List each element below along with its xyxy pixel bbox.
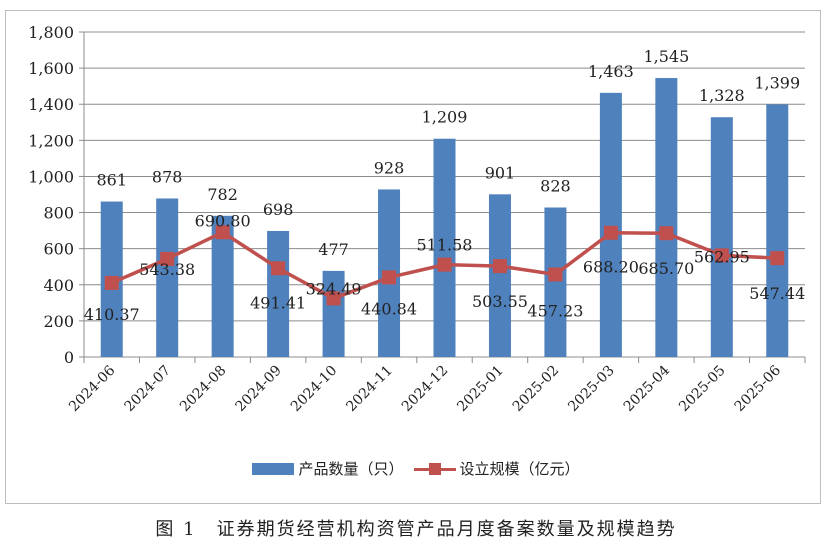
bar-data-label: 1,328 [699,86,745,105]
bar-data-label: 878 [152,167,183,186]
line-marker [271,261,286,276]
x-tick-label: 2024-11 [343,363,395,415]
bar-data-label: 828 [540,177,571,196]
line-data-label: 457.23 [527,301,583,320]
bar [710,117,733,357]
line-data-label: 547.44 [749,284,805,303]
bar-data-label: 698 [263,200,294,219]
bar-data-label: 782 [207,185,238,204]
x-tick-label: 2024-08 [177,363,229,415]
line-marker [659,226,674,241]
chart-frame [5,10,821,504]
line-data-label: 440.84 [361,299,417,318]
x-tick-label: 2024-10 [288,363,340,415]
y-tick-label: 600 [43,240,74,259]
x-tick-label: 2024-06 [66,362,119,415]
x-tick-label: 2025-02 [510,363,562,415]
bar [544,207,567,357]
legend-bar-label: 产品数量（只） [298,460,404,478]
y-tick-label: 0 [64,348,74,367]
x-tick-label: 2025-04 [621,362,674,415]
bar [766,104,789,358]
x-tick-label: 2024-07 [122,363,174,415]
bar-data-label: 861 [96,171,127,190]
bar-data-label: 477 [318,240,349,259]
y-tick-label: 400 [43,276,74,295]
line-data-label: 410.37 [84,305,140,324]
line-data-label: 688.20 [583,258,639,277]
y-tick-label: 1,400 [28,95,74,114]
y-tick-label: 1,000 [28,167,74,186]
line-marker [382,270,397,285]
x-tick-label: 2025-05 [676,363,728,415]
line-marker [215,225,230,240]
legend-line-swatch [413,462,456,475]
bar [433,138,456,357]
x-tick-label: 2024-12 [399,363,451,415]
bar-data-label: 928 [374,158,405,177]
y-tick-label: 1,200 [28,131,74,150]
legend-bar-swatch [252,462,295,475]
line-marker [326,291,341,306]
y-tick-label: 1,600 [28,59,74,78]
x-tick-label: 2024-09 [232,363,284,415]
bar [599,92,622,357]
x-tick-label: 2025-06 [732,362,785,415]
line-marker [714,248,729,263]
bar [156,198,179,357]
line-data-label: 685.70 [638,259,694,278]
line-marker [492,259,507,274]
line-marker [603,225,618,240]
line-data-label: 324.49 [306,279,362,298]
figure-caption: 图 1 证券期货经营机构资管产品月度备案数量及规模趋势 [155,519,677,540]
x-tick-label: 2025-03 [565,363,617,415]
line-data-label: 511.58 [417,236,473,255]
bar-data-label: 1,209 [422,108,468,127]
legend-line-label: 设立规模（亿元） [459,460,580,478]
line-marker [770,251,785,266]
line-marker [548,267,563,282]
line-marker [437,257,452,272]
line-data-label: 543.38 [139,260,195,279]
line-data-label: 690.80 [195,211,251,230]
line-data-label: 491.41 [250,293,306,312]
y-tick-label: 200 [43,312,74,331]
line-marker [160,251,175,266]
line-data-label: 562.95 [694,247,750,266]
line-data-label: 503.55 [472,292,528,311]
y-tick-label: 1,800 [28,23,74,42]
bar-data-label: 901 [485,163,516,182]
legend: 产品数量（只） 设立规模（亿元） [0,458,832,479]
bar [655,78,678,358]
bar-data-label: 1,399 [754,73,800,92]
y-tick-label: 800 [43,204,74,223]
bar-data-label: 1,545 [643,47,689,66]
bar-data-label: 1,463 [588,62,634,81]
bar [488,194,511,357]
x-tick-label: 2025-01 [454,363,506,415]
line-marker [104,275,119,290]
bar [211,215,234,357]
